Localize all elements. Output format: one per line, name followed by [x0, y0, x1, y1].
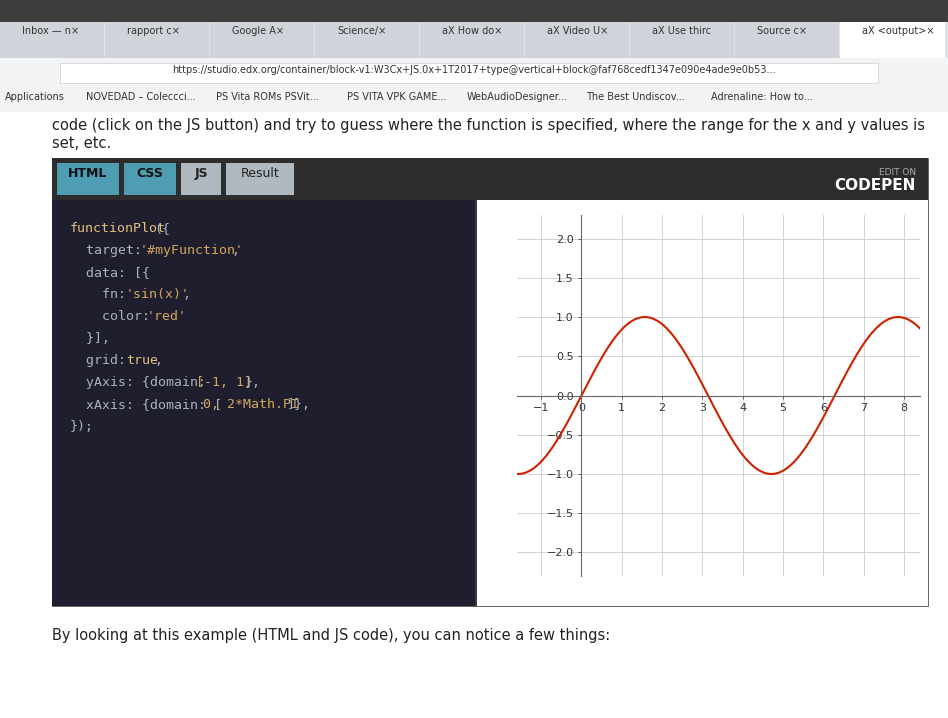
Text: Result: Result	[241, 167, 280, 180]
Text: aX Video U×: aX Video U×	[547, 26, 609, 36]
Text: aX <output>×: aX <output>×	[862, 26, 935, 36]
Bar	[52, 158, 928, 606]
Text: yAxis: {domain:: yAxis: {domain:	[70, 376, 214, 389]
Bar	[124, 163, 176, 195]
Bar	[475, 200, 477, 606]
Bar	[0, 0, 948, 22]
Text: Science/×: Science/×	[337, 26, 386, 36]
Bar	[315, 22, 419, 58]
Text: code (click on the JS button) and try to guess where the function is specified, : code (click on the JS button) and try to…	[52, 118, 925, 133]
Text: color:: color:	[70, 310, 158, 323]
Bar	[52, 158, 928, 200]
Text: ({: ({	[154, 222, 170, 235]
Bar	[0, 22, 948, 58]
Text: PS Vita ROMs PSVit...: PS Vita ROMs PSVit...	[216, 92, 319, 102]
Text: Adrenaline: How to...: Adrenaline: How to...	[711, 92, 812, 102]
Text: CODEPEN: CODEPEN	[834, 178, 916, 193]
Text: ,: ,	[154, 354, 162, 367]
Text: aX Use thirc: aX Use thirc	[652, 26, 711, 36]
Bar	[0, 88, 948, 112]
Bar	[181, 163, 221, 195]
Text: true: true	[126, 354, 158, 367]
Bar	[210, 22, 314, 58]
Text: xAxis: {domain: [: xAxis: {domain: [	[70, 398, 222, 411]
Text: ,: ,	[231, 244, 239, 257]
Bar	[0, 22, 104, 58]
Text: [-1, 1]: [-1, 1]	[196, 376, 252, 389]
Text: 'red': 'red'	[147, 310, 187, 323]
Text: https://studio.edx.org/container/block-v1:W3Cx+JS.0x+1T2017+type@vertical+block@: https://studio.edx.org/container/block-v…	[173, 65, 775, 75]
Text: HTML: HTML	[68, 167, 108, 180]
Bar	[840, 22, 945, 58]
Text: target:: target:	[70, 244, 150, 257]
Text: By looking at this example (HTML and JS code), you can notice a few things:: By looking at this example (HTML and JS …	[52, 628, 611, 643]
Bar	[477, 200, 928, 606]
Text: ,: ,	[182, 288, 190, 301]
Text: Source c×: Source c×	[757, 26, 807, 36]
Text: PS VITA VPK GAME...: PS VITA VPK GAME...	[347, 92, 447, 102]
Text: 0, 2*Math.PI: 0, 2*Math.PI	[203, 398, 299, 411]
Text: fn:: fn:	[70, 288, 134, 301]
Bar	[420, 22, 524, 58]
Bar	[630, 22, 734, 58]
Text: Applications: Applications	[5, 92, 64, 102]
Bar	[52, 200, 475, 606]
Text: aX How do×: aX How do×	[442, 26, 502, 36]
Bar	[735, 22, 839, 58]
Text: 'sin(x)': 'sin(x)'	[126, 288, 190, 301]
Text: Inbox — n×: Inbox — n×	[22, 26, 79, 36]
Text: grid:: grid:	[70, 354, 134, 367]
Text: set, etc.: set, etc.	[52, 136, 111, 151]
Text: });: });	[70, 420, 94, 433]
Bar	[226, 163, 294, 195]
Text: data: [{: data: [{	[70, 266, 150, 279]
Text: rapport c×: rapport c×	[127, 26, 180, 36]
Text: WebAudioDesigner...: WebAudioDesigner...	[466, 92, 567, 102]
Text: }],: }],	[70, 332, 110, 345]
Bar	[0, 58, 948, 88]
Text: '#myFunction': '#myFunction'	[140, 244, 244, 257]
Text: The Best Undiscov...: The Best Undiscov...	[586, 92, 684, 102]
Bar	[60, 63, 878, 83]
Text: CSS: CSS	[137, 167, 163, 180]
Bar	[105, 22, 209, 58]
Text: Google A×: Google A×	[232, 26, 284, 36]
Text: },: },	[245, 376, 261, 389]
Text: ]},: ]},	[287, 398, 311, 411]
Bar	[525, 22, 629, 58]
Text: EDIT ON: EDIT ON	[879, 168, 916, 177]
Bar	[57, 163, 119, 195]
Text: JS: JS	[194, 167, 208, 180]
Text: functionPlot: functionPlot	[70, 222, 166, 235]
Bar	[0, 112, 948, 718]
Text: NOVEDAD – Coleccci...: NOVEDAD – Coleccci...	[86, 92, 195, 102]
